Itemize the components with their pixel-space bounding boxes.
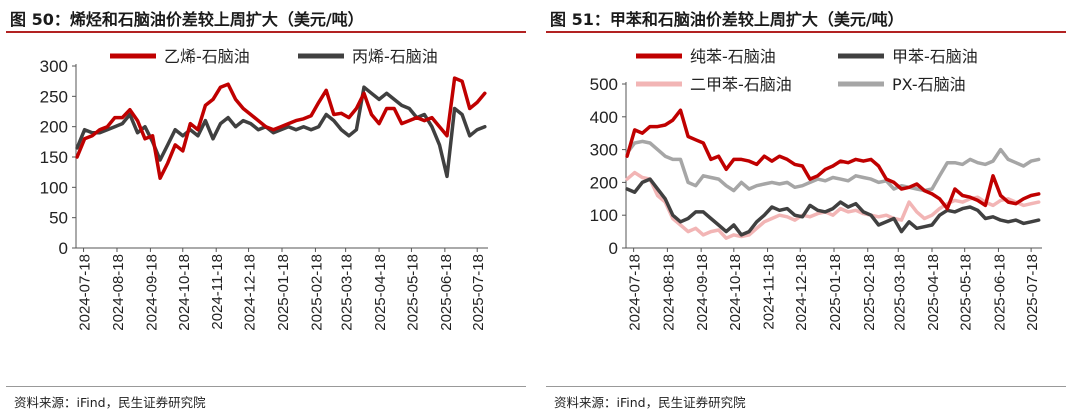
title-divider <box>546 31 1066 33</box>
series-line-1 <box>625 108 1041 211</box>
x-tick-label: 2024-09-18 <box>694 254 711 331</box>
y-tick-label: 0 <box>609 239 618 258</box>
y-tick-label: 400 <box>590 108 618 127</box>
x-tick-label: 2025-04-18 <box>925 254 942 331</box>
legend-label: 甲苯-石脑油 <box>892 47 978 66</box>
title-divider <box>6 31 526 33</box>
source-note: 资料来源：iFind，民生证券研究院 <box>554 395 746 410</box>
x-tick-label: 2025-03-18 <box>891 254 908 331</box>
x-tick-label: 2025-03-18 <box>339 254 356 331</box>
x-tick-label: 2024-07-18 <box>627 254 644 331</box>
legend-label: 丙烯-石脑油 <box>352 47 438 66</box>
x-tick-label: 2024-09-18 <box>143 254 160 331</box>
source-note: 资料来源：iFind，民生证券研究院 <box>14 395 206 410</box>
x-tick-label: 2024-07-18 <box>77 254 94 331</box>
legend-label: 乙烯-石脑油 <box>164 47 250 66</box>
x-tick-label: 2025-06-18 <box>991 254 1008 331</box>
y-tick-label: 100 <box>40 178 68 197</box>
x-tick-label: 2025-05-18 <box>404 254 421 331</box>
series-line-4 <box>625 139 1041 193</box>
y-tick-label: 0 <box>59 239 68 258</box>
source-divider <box>6 386 526 387</box>
x-tick-label: 2024-11-18 <box>209 254 226 330</box>
legend-label: PX-石脑油 <box>892 75 966 94</box>
y-tick-label: 50 <box>49 209 68 228</box>
y-tick-label: 150 <box>40 148 68 167</box>
chart-panel-left: 图 50：烯烃和石脑油价差较上周扩大（美元/吨） 乙烯-石脑油 丙烯-石脑油 0 50… <box>6 10 526 410</box>
x-tick-label: 2025-01-18 <box>827 254 844 331</box>
x-tick-label: 2025-01-18 <box>275 254 292 331</box>
legend-label: 二甲苯-石脑油 <box>690 75 792 94</box>
x-tick-label: 2024-12-18 <box>793 254 810 331</box>
x-tick-label: 2025-07-18 <box>470 254 487 331</box>
chart-panel-right: 图 51：甲苯和石脑油价差较上周扩大（美元/吨） 纯苯-石脑油 甲苯-石脑油二甲苯… <box>540 0 1080 412</box>
source-divider <box>546 386 1066 387</box>
chart-title: 图 51：甲苯和石脑油价差较上周扩大（美元/吨） <box>550 10 904 29</box>
x-tick-label: 2025-04-18 <box>372 254 389 331</box>
x-tick-label: 2024-10-18 <box>176 254 193 331</box>
series-line-2 <box>75 85 487 179</box>
y-tick-label: 200 <box>590 173 618 192</box>
x-tick-label: 2025-06-18 <box>438 254 455 331</box>
y-tick-label: 300 <box>590 141 618 160</box>
y-tick-label: 250 <box>40 87 68 106</box>
x-tick-label: 2025-07-18 <box>1024 254 1041 331</box>
x-tick-label: 2024-10-18 <box>727 254 744 331</box>
legend-label: 纯苯-石脑油 <box>690 47 776 66</box>
x-tick-label: 2024-11-18 <box>761 254 778 330</box>
x-tick-label: 2025-02-18 <box>308 254 325 331</box>
line-chart-svg: 乙烯-石脑油 丙烯-石脑油 0 50 100 150 200 250 300 2024-07-18… <box>40 47 488 331</box>
series-line-1 <box>75 76 487 180</box>
series-line-2 <box>625 177 1041 237</box>
y-tick-label: 100 <box>590 206 618 225</box>
x-tick-label: 2025-05-18 <box>958 254 975 331</box>
y-tick-label: 300 <box>40 57 68 76</box>
x-tick-label: 2024-08-18 <box>110 254 127 331</box>
y-tick-label: 500 <box>590 75 618 94</box>
x-tick-label: 2025-02-18 <box>861 254 878 331</box>
y-tick-label: 200 <box>40 118 68 137</box>
chart-title: 图 50：烯烃和石脑油价差较上周扩大（美元/吨） <box>10 10 364 29</box>
x-tick-label: 2024-08-18 <box>660 254 677 331</box>
x-tick-label: 2024-12-18 <box>242 254 259 331</box>
